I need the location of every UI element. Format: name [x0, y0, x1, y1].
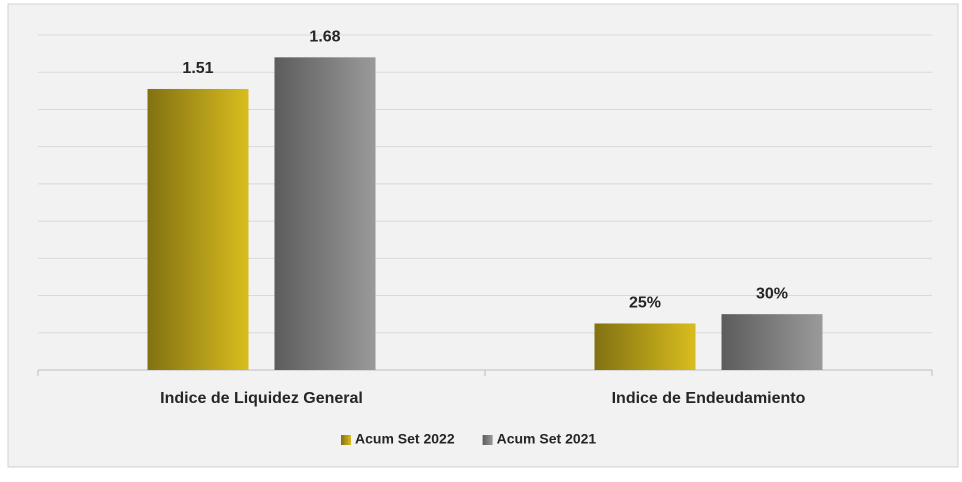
- bar: [147, 88, 249, 370]
- x-tick-label: Indice de Endeudamiento: [612, 390, 806, 407]
- legend-swatch: [341, 435, 351, 445]
- data-label: 25%: [629, 295, 661, 312]
- bar: [594, 323, 696, 370]
- bar: [274, 57, 376, 370]
- legend-label: Acum Set 2021: [497, 431, 597, 447]
- x-tick-label: Indice de Liquidez General: [160, 390, 363, 407]
- data-label: 1.51: [182, 60, 213, 77]
- data-label: 1.68: [309, 29, 340, 46]
- legend-label: Acum Set 2022: [355, 431, 455, 447]
- data-label: 30%: [756, 285, 788, 302]
- legend-swatch: [482, 435, 493, 445]
- bar: [721, 314, 823, 370]
